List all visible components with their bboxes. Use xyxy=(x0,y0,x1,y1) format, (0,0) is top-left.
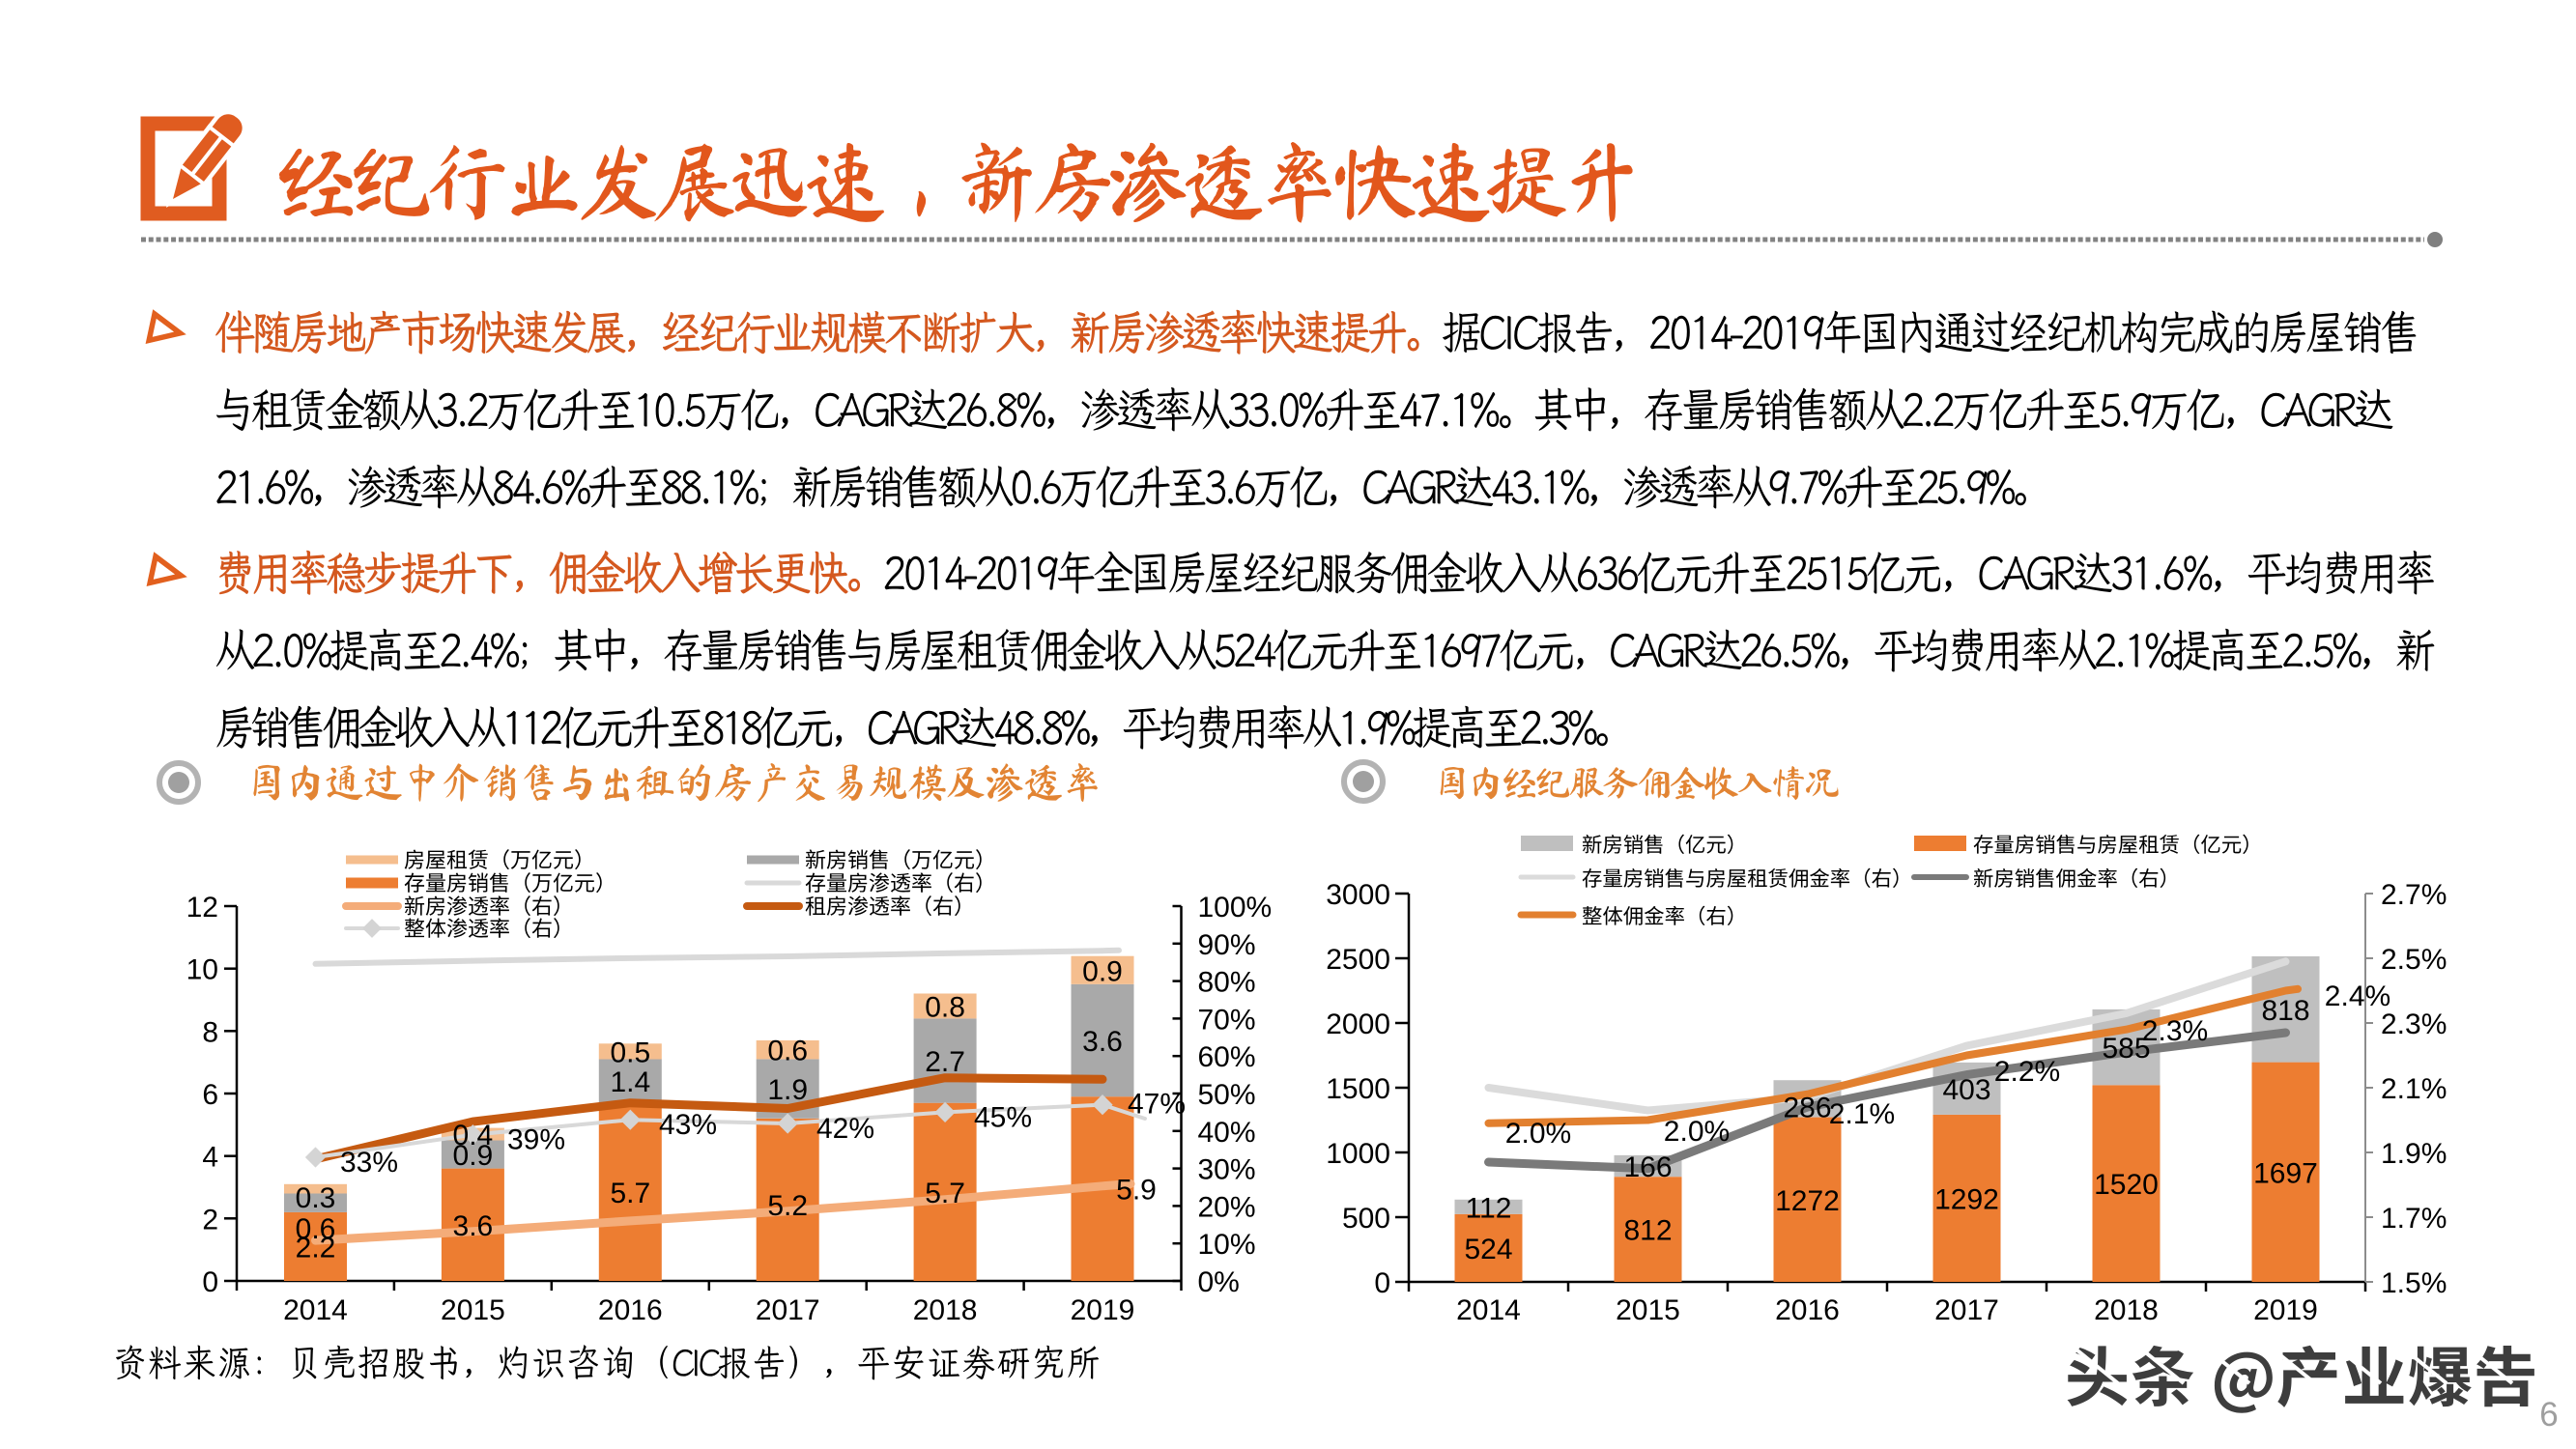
svg-text:2018: 2018 xyxy=(2094,1294,2159,1326)
svg-text:100%: 100% xyxy=(1198,892,1273,923)
svg-text:30%: 30% xyxy=(1198,1154,1256,1186)
svg-text:585: 585 xyxy=(2102,1033,2150,1065)
svg-text:0: 0 xyxy=(202,1266,218,1298)
svg-text:1000: 1000 xyxy=(1326,1138,1390,1170)
svg-text:12: 12 xyxy=(186,892,218,923)
svg-text:3.6: 3.6 xyxy=(453,1210,494,1242)
svg-text:2.7%: 2.7% xyxy=(2381,879,2447,911)
svg-text:5.7: 5.7 xyxy=(610,1178,650,1209)
svg-text:2015: 2015 xyxy=(1616,1294,1680,1326)
svg-text:0.5: 0.5 xyxy=(610,1037,650,1068)
svg-text:3000: 3000 xyxy=(1326,879,1390,911)
svg-text:2014: 2014 xyxy=(1456,1294,1521,1326)
svg-text:0.9: 0.9 xyxy=(1082,955,1123,987)
svg-text:0: 0 xyxy=(1374,1267,1390,1299)
svg-text:60%: 60% xyxy=(1198,1041,1256,1073)
svg-text:6: 6 xyxy=(202,1079,218,1111)
svg-text:8: 8 xyxy=(202,1016,218,1048)
svg-text:33%: 33% xyxy=(340,1147,398,1179)
svg-text:20%: 20% xyxy=(1198,1191,1256,1223)
svg-text:3.6: 3.6 xyxy=(1082,1026,1123,1058)
svg-text:5.2: 5.2 xyxy=(767,1190,808,1222)
svg-text:10: 10 xyxy=(186,954,218,986)
svg-text:2019: 2019 xyxy=(2253,1294,2318,1326)
svg-text:2.2: 2.2 xyxy=(296,1232,336,1264)
svg-text:43%: 43% xyxy=(659,1109,717,1141)
svg-text:10%: 10% xyxy=(1198,1229,1256,1261)
svg-text:2016: 2016 xyxy=(598,1294,663,1326)
svg-text:812: 812 xyxy=(1623,1215,1672,1247)
svg-text:0.4: 0.4 xyxy=(453,1120,494,1151)
svg-text:1697: 1697 xyxy=(2253,1157,2318,1189)
svg-text:524: 524 xyxy=(1464,1234,1512,1265)
svg-text:2019: 2019 xyxy=(1071,1294,1135,1326)
svg-text:45%: 45% xyxy=(974,1101,1032,1133)
svg-text:1.9: 1.9 xyxy=(767,1074,808,1106)
svg-text:2.0%: 2.0% xyxy=(1505,1118,1571,1150)
svg-text:1.5%: 1.5% xyxy=(2381,1267,2447,1299)
svg-text:2017: 2017 xyxy=(1934,1294,1999,1326)
svg-text:112: 112 xyxy=(1466,1192,1512,1224)
svg-text:500: 500 xyxy=(1342,1203,1390,1235)
svg-text:2015: 2015 xyxy=(441,1294,505,1326)
svg-text:0.6: 0.6 xyxy=(296,1213,336,1245)
svg-text:42%: 42% xyxy=(816,1113,874,1145)
svg-text:2000: 2000 xyxy=(1326,1009,1390,1040)
svg-text:2500: 2500 xyxy=(1326,944,1390,976)
svg-text:2.1%: 2.1% xyxy=(1829,1098,1895,1130)
svg-text:0.8: 0.8 xyxy=(925,992,965,1024)
svg-text:2: 2 xyxy=(202,1204,218,1236)
svg-text:5.7: 5.7 xyxy=(925,1178,965,1209)
svg-text:2.2%: 2.2% xyxy=(1994,1056,2060,1088)
svg-text:1500: 1500 xyxy=(1326,1073,1390,1105)
svg-text:2.7: 2.7 xyxy=(925,1046,965,1078)
svg-text:1292: 1292 xyxy=(1934,1183,1999,1215)
svg-text:0.3: 0.3 xyxy=(296,1182,336,1214)
svg-text:166: 166 xyxy=(1623,1151,1672,1183)
svg-text:6: 6 xyxy=(2539,1396,2558,1434)
svg-text:5.9: 5.9 xyxy=(1116,1175,1157,1207)
svg-text:2.4%: 2.4% xyxy=(2325,980,2390,1012)
svg-text:1.4: 1.4 xyxy=(610,1066,650,1098)
svg-text:0.9: 0.9 xyxy=(453,1140,494,1172)
svg-text:80%: 80% xyxy=(1198,967,1256,999)
svg-text:47%: 47% xyxy=(1128,1089,1186,1121)
svg-text:2.1%: 2.1% xyxy=(2381,1073,2447,1105)
svg-text:1.7%: 1.7% xyxy=(2381,1203,2447,1235)
svg-text:40%: 40% xyxy=(1198,1117,1256,1149)
svg-text:2018: 2018 xyxy=(913,1294,978,1326)
svg-text:2014: 2014 xyxy=(283,1294,348,1326)
svg-text:0%: 0% xyxy=(1198,1266,1240,1298)
svg-text:403: 403 xyxy=(1942,1074,1990,1106)
svg-text:1272: 1272 xyxy=(1775,1185,1840,1217)
svg-text:2.5%: 2.5% xyxy=(2381,944,2447,976)
svg-text:2017: 2017 xyxy=(756,1294,820,1326)
svg-text:70%: 70% xyxy=(1198,1004,1256,1036)
svg-text:90%: 90% xyxy=(1198,929,1256,961)
svg-text:39%: 39% xyxy=(507,1124,565,1156)
svg-text:2.3%: 2.3% xyxy=(2381,1009,2447,1040)
svg-text:1.9%: 1.9% xyxy=(2381,1138,2447,1170)
svg-text:2016: 2016 xyxy=(1775,1294,1840,1326)
svg-text:818: 818 xyxy=(2261,995,2309,1027)
svg-text:2.3%: 2.3% xyxy=(2142,1015,2208,1047)
svg-text:2.0%: 2.0% xyxy=(1664,1116,1730,1148)
svg-text:1520: 1520 xyxy=(2094,1169,2159,1201)
svg-text:0.6: 0.6 xyxy=(767,1036,808,1067)
svg-text:4: 4 xyxy=(202,1142,218,1174)
svg-text:286: 286 xyxy=(1783,1092,1831,1123)
svg-text:50%: 50% xyxy=(1198,1079,1256,1111)
